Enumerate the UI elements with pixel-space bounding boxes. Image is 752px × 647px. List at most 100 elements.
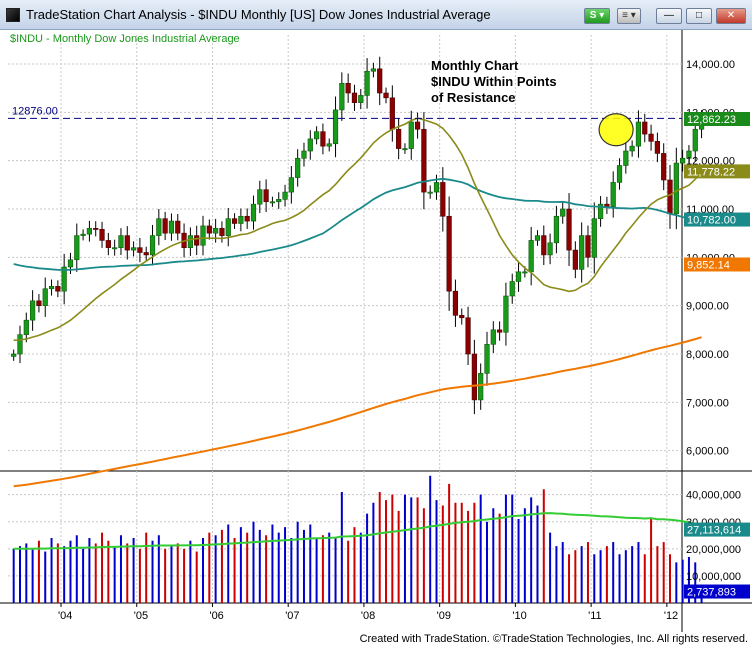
value-tag-box: [684, 111, 750, 126]
candle-body: [149, 235, 156, 256]
volume-average-tag: 27,113,614: [684, 522, 750, 537]
candle: [23, 312, 29, 343]
candle-body: [534, 235, 541, 241]
price-tick-label: 8,000.00: [686, 349, 729, 361]
candle: [503, 282, 509, 346]
candle-body: [358, 95, 364, 103]
candle: [661, 143, 667, 191]
close-icon[interactable]: ✕: [716, 8, 746, 24]
window-title: TradeStation Chart Analysis - $INDU Mont…: [26, 7, 491, 22]
value-tag-box: [684, 164, 750, 179]
value-tag-label: 12,862.23: [687, 114, 736, 126]
candle: [250, 195, 257, 230]
candle: [124, 226, 130, 260]
chart-menu-button[interactable]: ≡ ▾: [617, 8, 641, 24]
candle-body: [187, 235, 193, 248]
candle-body: [440, 182, 446, 217]
candle-body: [42, 288, 48, 306]
maximize-icon[interactable]: □: [686, 8, 712, 24]
candle-body: [263, 189, 269, 203]
candle: [560, 201, 566, 224]
candle: [238, 208, 244, 232]
candle-body: [673, 162, 679, 215]
price-gridlines: [8, 63, 682, 452]
candle: [509, 273, 515, 304]
candle: [383, 87, 389, 104]
candle-body: [168, 220, 175, 234]
time-tick-label: '05: [134, 610, 148, 622]
candle-body: [269, 201, 276, 204]
chart-area[interactable]: 12876.00 Monthly Chart $INDU Within Points…: [0, 30, 752, 632]
candle-body: [654, 141, 660, 154]
candle: [263, 179, 269, 213]
symbol-link-button[interactable]: S ▾: [584, 8, 610, 24]
candle: [585, 225, 591, 268]
chart-background: [0, 30, 752, 632]
time-tick-label: '06: [209, 610, 223, 622]
price-tick-label: 14,000.00: [686, 59, 735, 71]
candle-body: [452, 290, 459, 316]
chart-legend: $INDU - Monthly Dow Jones Industrial Ave…: [10, 33, 240, 45]
candle: [553, 205, 560, 254]
candle-body: [105, 240, 111, 248]
candle-body: [579, 235, 585, 270]
candle: [654, 132, 660, 163]
candle-body: [389, 97, 395, 130]
value-tag-label: 2,737,893: [687, 587, 736, 599]
candle: [484, 331, 490, 386]
price-tick-label: 9,000.00: [686, 301, 729, 313]
candle-body: [130, 247, 137, 251]
candle: [244, 208, 250, 229]
candle: [616, 158, 623, 190]
candle-body: [364, 70, 370, 96]
candle-body: [541, 235, 547, 256]
candle: [566, 193, 572, 266]
candle-body: [351, 92, 358, 103]
candle-body: [503, 295, 509, 333]
candle: [396, 118, 402, 160]
candle-body: [99, 229, 105, 241]
candle: [269, 196, 276, 207]
candle: [80, 229, 86, 241]
candle-body: [213, 228, 219, 234]
candle: [307, 130, 313, 160]
candle-body: [484, 344, 490, 374]
candle-body: [446, 215, 452, 292]
annotation-line: $INDU Within Points: [431, 74, 557, 89]
candle-body: [314, 131, 320, 140]
candle: [288, 166, 294, 204]
symbol-link-label: S: [589, 10, 597, 21]
candle-body: [686, 150, 692, 159]
candle-body: [162, 218, 168, 234]
volume-average-line: [13, 512, 702, 550]
candle: [402, 143, 408, 154]
candle: [377, 56, 383, 106]
candle-body: [471, 353, 477, 401]
candle: [648, 124, 654, 151]
moving-average-200: [13, 336, 702, 488]
candle-body: [339, 83, 345, 111]
candle: [478, 363, 484, 410]
candle-body: [307, 138, 313, 152]
candle: [143, 246, 149, 261]
candle-body: [118, 235, 124, 248]
minimize-icon[interactable]: —: [656, 8, 682, 24]
candle-body: [629, 145, 635, 152]
candle-body: [238, 215, 244, 224]
candle-body: [408, 121, 414, 149]
moving-average-20: [13, 117, 703, 341]
candle-body: [219, 228, 225, 236]
candle-body: [433, 182, 440, 193]
candle: [105, 232, 111, 256]
candle-body: [55, 286, 61, 292]
last-price-tag: 12,862.23: [684, 111, 750, 126]
candle: [547, 233, 553, 265]
volume-last-tag: 2,737,893: [684, 584, 750, 599]
candle-body: [465, 317, 471, 355]
candle-body: [680, 157, 686, 164]
candle-body: [591, 218, 597, 258]
candle: [156, 209, 162, 246]
candle: [36, 294, 42, 313]
candle: [534, 230, 541, 246]
candle: [320, 123, 326, 155]
